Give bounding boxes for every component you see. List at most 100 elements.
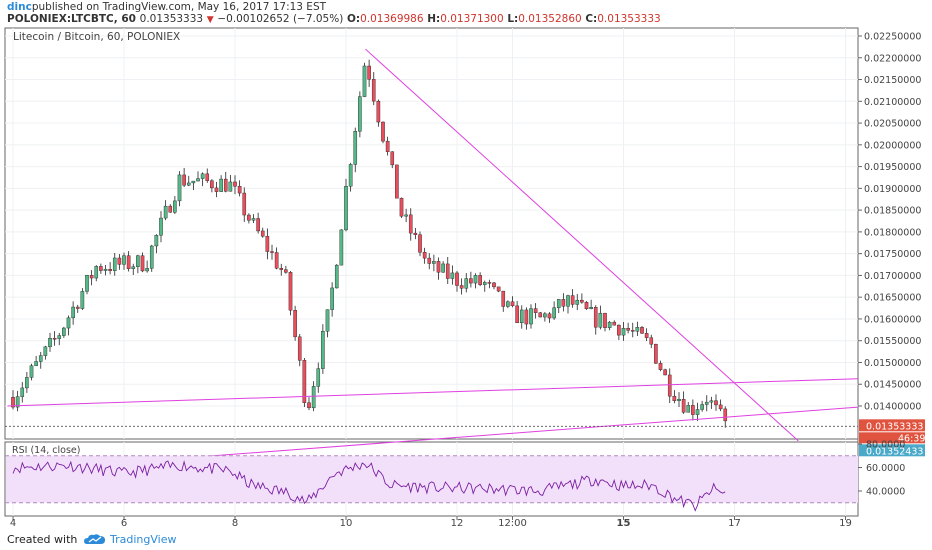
candle-up	[316, 368, 321, 387]
tradingview-name: TradingView	[110, 532, 177, 546]
candle-down	[672, 395, 677, 401]
last-price-tag	[859, 419, 925, 432]
candle-down	[561, 299, 566, 307]
candle-up	[228, 181, 233, 192]
candle-down	[455, 272, 459, 286]
candle-up	[163, 205, 168, 219]
candle-up	[575, 299, 580, 305]
candle-down	[630, 330, 635, 332]
candle-down	[117, 257, 122, 265]
candle-down	[501, 290, 506, 307]
low-label: L:	[507, 13, 519, 25]
author-link[interactable]: dinc	[7, 1, 32, 13]
candle-up	[404, 214, 408, 217]
x-tick-label: 4	[10, 518, 16, 528]
candle-down	[210, 180, 214, 189]
candle-up	[450, 272, 455, 279]
candle-down	[274, 252, 279, 269]
candle-up	[25, 377, 29, 389]
y-tick-label: 0.01950000	[864, 162, 921, 173]
candle-up	[66, 317, 71, 329]
candle-down	[376, 100, 381, 123]
y-tick-label: 0.02100000	[864, 97, 921, 108]
chart-area[interactable]: 0.02250000 0.02200000 0.02150000 0.02100000…	[0, 26, 932, 528]
candle-up	[29, 365, 34, 378]
candle-up	[686, 405, 691, 413]
y-tick-label: 0.01600000	[864, 314, 921, 325]
candle-up	[48, 338, 52, 348]
rsi-line	[12, 460, 726, 512]
y-tick-label: 0.01450000	[864, 380, 921, 391]
candle-down	[293, 309, 297, 338]
rsi-title: RSI (14, close)	[12, 445, 80, 456]
candle-up	[325, 309, 330, 332]
candle-up	[589, 307, 593, 310]
chart-header: dincpublished on TradingView.com, May 16…	[0, 0, 932, 26]
candle-down	[469, 278, 473, 284]
candle-down	[487, 282, 492, 284]
candle-down	[140, 255, 145, 272]
candle-down	[612, 321, 617, 326]
bid-price-tag	[859, 444, 925, 457]
candle-down	[390, 151, 395, 166]
candle-down	[75, 306, 80, 309]
candle-down	[52, 338, 57, 340]
low-value: 0.01352860	[518, 13, 582, 25]
candle-down	[626, 328, 630, 331]
created-with-text: Created with	[7, 533, 78, 546]
tradingview-brand[interactable]: TradingView	[84, 531, 176, 547]
candle-up	[311, 386, 316, 409]
candle-down	[649, 337, 654, 345]
candle-down	[284, 269, 288, 273]
candle-down	[478, 275, 482, 285]
candle-down	[533, 308, 538, 313]
close-label: C:	[585, 13, 598, 25]
candle-down	[399, 197, 404, 217]
candle-up	[334, 264, 339, 289]
candle-down	[492, 282, 496, 288]
candle-up	[598, 312, 603, 328]
candle-up	[20, 387, 25, 397]
y-tick-label: 0.02200000	[864, 53, 921, 64]
candle-up	[353, 130, 358, 165]
candle-down	[89, 275, 94, 279]
candle-down	[524, 309, 529, 325]
candle-up	[62, 327, 66, 336]
candle-down	[515, 305, 519, 324]
rsi-band	[6, 455, 858, 503]
candle-up	[321, 331, 325, 369]
trendline	[7, 378, 858, 407]
open-label: O:	[346, 13, 361, 25]
y-tick-label: 0.02000000	[864, 140, 921, 151]
candle-up	[330, 287, 334, 310]
candle-down	[570, 295, 575, 305]
rsi-tick-label: 60.0000	[866, 463, 905, 474]
candle-down	[168, 205, 173, 213]
candle-up	[38, 355, 43, 362]
candle-down	[723, 408, 728, 422]
candle-up	[362, 65, 367, 97]
candle-up	[200, 173, 205, 179]
candle-up	[635, 327, 640, 332]
candle-up	[34, 361, 38, 366]
candle-up	[112, 257, 117, 271]
candle-up	[473, 275, 478, 284]
candle-down	[11, 397, 15, 408]
candle-up	[85, 275, 89, 292]
candle-down	[385, 140, 390, 152]
x-tick-label: 12	[451, 518, 464, 528]
y-tick-label: 0.02250000	[864, 32, 921, 43]
candle-up	[556, 299, 561, 308]
candle-up	[432, 261, 436, 264]
close-value: 0.01353333	[597, 13, 661, 25]
bid-price-label: 0.01352433	[866, 446, 923, 457]
candle-down	[445, 263, 450, 279]
y-tick-label: 0.01700000	[864, 271, 921, 282]
tradingview-cloud-icon	[84, 534, 105, 544]
published-text: published on TradingView.com, May 16, 20…	[31, 1, 327, 13]
candle-down	[307, 402, 311, 409]
high-label: H:	[427, 13, 441, 25]
candle-down	[418, 234, 422, 253]
chart-title: Litecoin / Bitcoin, 60, POLONIEX	[13, 31, 180, 43]
candle-down	[584, 302, 589, 310]
